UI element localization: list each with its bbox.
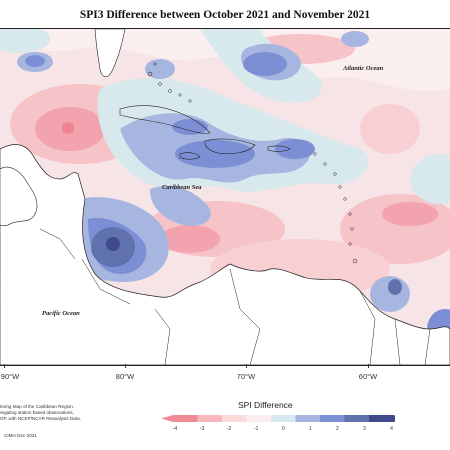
legend-title: SPI Difference [238,400,293,410]
island-hispaniola [204,138,256,155]
legend-swatches [161,415,395,422]
legend-arrow-low [161,415,173,422]
label-atlantic-ocean: Atlantic Ocean [343,65,384,72]
legend-arrow-high [393,415,395,422]
legend-swatch [295,415,320,422]
legend-tick-label: -1 [254,426,259,432]
legend-swatch [369,415,394,422]
pink-anomaly-atlantic [360,104,420,154]
legend-swatch [344,415,369,422]
legend-tick-labels: -4 -3 -2 -1 0 1 2 3 4 [173,426,393,432]
map-description: toring Map of the Caribbean Region. rega… [0,404,120,423]
legend-swatch [197,415,222,422]
legend-tick-label: 3 [363,426,366,432]
blue-core-guiana [388,279,402,295]
legend-tick-label: -3 [200,426,205,432]
blue-peak-western-caribbean [106,237,120,251]
blue-anomaly-guiana [370,276,410,312]
lon-label-80: 80°W [115,372,135,381]
blue-light-east [410,154,450,204]
pink-anomaly-east-core [382,202,438,226]
islands-bahamas [147,62,192,103]
pink-anomaly-gulf-peak [62,122,74,134]
blue-core-hispaniola [175,140,255,168]
description-line: regating station based observations, [0,410,74,416]
legend-swatch [173,415,198,422]
blue-core-puerto-rico [275,139,315,159]
legend-swatch [271,415,296,422]
lon-label-90: 90°W [0,372,20,381]
blue-core-florida-west [25,55,45,67]
lon-label-70: 70°W [236,372,256,381]
land-yucatan [0,166,38,226]
legend-tick-label: -4 [173,426,178,432]
island-cuba [119,105,211,134]
blue-light-nw [0,29,50,53]
legend-swatch [320,415,345,422]
island-jamaica [179,152,201,160]
blue-anomaly-ne [341,31,369,47]
blue-core-north [243,52,287,76]
legend-swatch [222,415,247,422]
blue-anomaly-bahamas [145,59,175,79]
island-puerto-rico [267,145,291,152]
description-line: toring Map of the Caribbean Region. [0,404,75,409]
lon-tick-80 [125,364,126,368]
legend-tick-label: 0 [282,426,285,432]
blue-anomaly-central-caribbean [150,185,211,226]
lon-label-60: 60°W [358,372,378,381]
map-title: SPI3 Difference between October 2021 and… [79,9,371,21]
lon-tick-60 [368,364,369,368]
pink-anomaly-caribbean-core [160,225,220,253]
legend-tick-label: -2 [227,426,232,432]
legend-swatch [246,415,271,422]
description-line: OF, with NCEP/NCAR Reanalysis Data. [0,416,81,422]
country-borders [39,228,431,365]
label-pacific-ocean: Pacific Ocean [42,310,80,317]
color-legend: -4 -3 -2 -1 0 1 2 3 4 [161,415,395,432]
map-area: Atlantic Ocean Caribbean Sea Pacific Oce… [0,28,450,366]
label-caribbean-sea: Caribbean Sea [162,184,202,191]
credit-text: CIMH Dec-2021 [4,433,37,438]
lon-tick-90 [4,364,5,368]
islands-lesser-antilles [313,152,358,264]
spi-difference-map [0,29,450,365]
legend-tick-label: 1 [309,426,312,432]
lon-tick-70 [246,364,247,368]
land-florida [94,29,126,78]
legend-tick-label: 4 [390,426,393,432]
legend-tick-label: 2 [336,426,339,432]
